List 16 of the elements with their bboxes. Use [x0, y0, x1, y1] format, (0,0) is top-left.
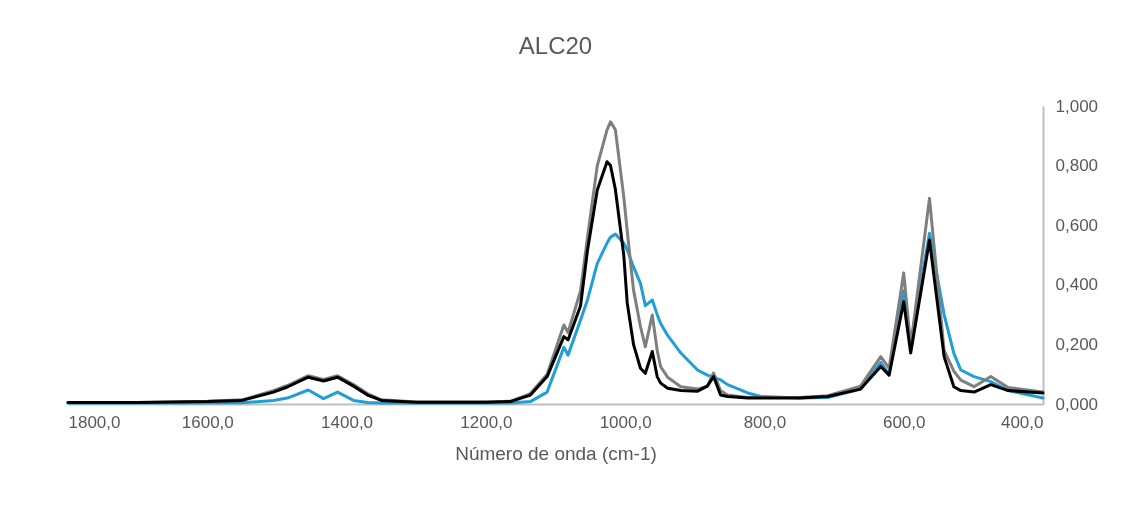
x-tick-label: 1400,0 — [321, 412, 374, 432]
y-tick-label: 0,800 — [1055, 156, 1099, 176]
y-tick-label: 0,600 — [1055, 215, 1099, 235]
x-tick-label: 1200,0 — [460, 412, 513, 432]
y-tick-label: 0,200 — [1055, 334, 1099, 354]
x-tick-label: 400,0 — [1000, 412, 1044, 432]
x-tick-label: 1600,0 — [181, 412, 234, 432]
x-tick-label: 1000,0 — [599, 412, 652, 432]
chart-title: ALC20 — [518, 32, 593, 59]
y-tick-label: 0,400 — [1055, 275, 1099, 295]
x-tick-label: 800,0 — [743, 412, 787, 432]
y-tick-label: 0,000 — [1055, 394, 1099, 414]
x-tick-label: 600,0 — [882, 412, 926, 432]
x-axis-title: Número de onda (cm-1) — [455, 442, 657, 464]
x-tick-label: 1800,0 — [68, 412, 121, 432]
y-tick-label: 1,000 — [1055, 96, 1099, 116]
